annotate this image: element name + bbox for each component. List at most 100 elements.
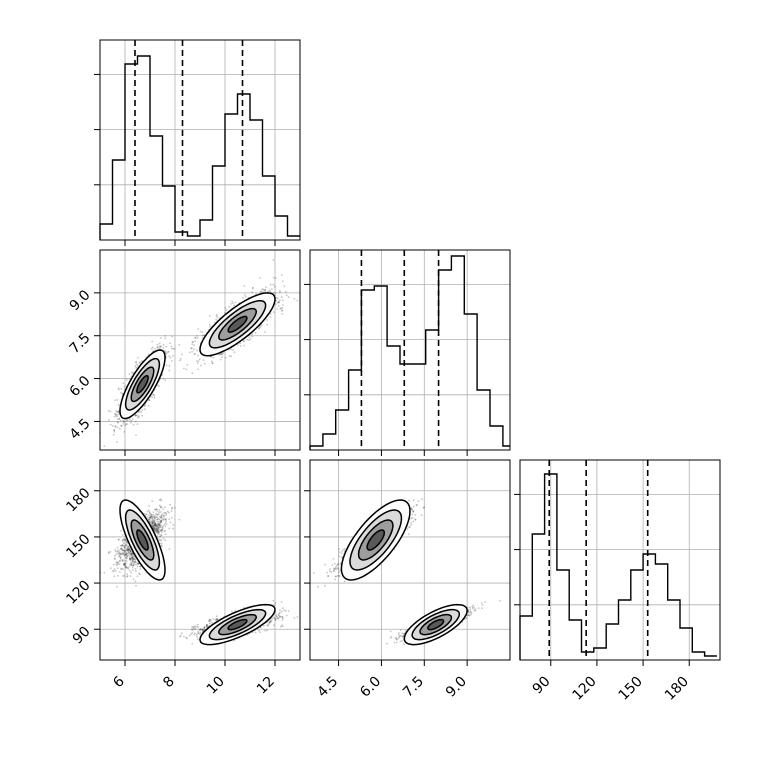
panel-1-0-sample-point: [211, 361, 213, 363]
panel-2-0-sample-point: [114, 568, 116, 570]
panel-1-0-sample-point: [183, 368, 185, 370]
panel-1-0-sample-point: [151, 348, 153, 350]
panel-1-0-sample-point: [196, 360, 198, 362]
panel-2-0-sample-point: [211, 622, 213, 624]
panel-1-0-sample-point: [251, 333, 253, 335]
panel-2-0-sample-point: [117, 567, 119, 569]
panel-1-0-sample-point: [141, 415, 143, 417]
panel-2-0-sample-point: [200, 632, 202, 634]
panel-2-0-sample-point: [130, 550, 132, 552]
panel-1-0-sample-point: [108, 410, 110, 412]
panel-1-0-sample-point: [231, 301, 233, 303]
panel-1-0-sample-point: [153, 395, 155, 397]
panel-1-0-sample-point: [286, 294, 288, 296]
panel-2-0-sample-point: [163, 538, 165, 540]
panel-1-0-sample-point: [186, 364, 188, 366]
panel-2-0-sample-point: [165, 519, 167, 521]
panel-2-0-sample-point: [162, 527, 164, 529]
panel-1-0-sample-point: [269, 290, 271, 292]
panel-1-0-sample-point: [202, 331, 204, 333]
panel-2-0-sample-point: [165, 521, 167, 523]
panel-1-0-sample-point: [283, 285, 285, 287]
panel-1-0-sample-point: [117, 427, 119, 429]
panel-2-0-sample-point: [120, 558, 122, 560]
panel-2-0-sample-point: [156, 529, 158, 531]
panel-1-0-sample-point: [132, 373, 134, 375]
panel-2-0-sample-point: [147, 511, 149, 513]
panel-1-0-sample-point: [116, 441, 118, 443]
panel-2-0-sample-point: [156, 527, 158, 529]
panel-1-0-sample-point: [221, 356, 223, 358]
panel-2-0-sample-point: [133, 556, 135, 558]
panel-1-0-sample-point: [252, 287, 254, 289]
panel-1-0-sample-point: [164, 380, 166, 382]
panel-1-0-samples: [99, 259, 298, 447]
panel-2-0-sample-point: [279, 609, 281, 611]
panel-2-0-sample-point: [126, 541, 128, 543]
panel-1-0-sample-point: [282, 299, 284, 301]
panel-2-0-sample-point: [124, 553, 126, 555]
panel-1-0-sample-point: [220, 353, 222, 355]
panel-1-0-sample-point: [229, 355, 231, 357]
panel-1-0-sample-point: [141, 360, 143, 362]
panel-1-0-sample-point: [282, 307, 284, 309]
panel-1-0-sample-point: [181, 354, 183, 356]
panel-2-0-sample-point: [161, 507, 163, 509]
panel-2-0-sample-point: [116, 553, 118, 555]
panel-1-0-sample-point: [160, 337, 162, 339]
panel-2-0-sample-point: [126, 557, 128, 559]
panel-2-0-sample-point: [154, 518, 156, 520]
panel-2-0-sample-point: [151, 518, 153, 520]
panel-1-0-sample-point: [169, 365, 171, 367]
panel-2-0-sample-point: [124, 564, 126, 566]
panel-1-0-sample-point: [169, 342, 171, 344]
panel-1-0-sample-point: [243, 340, 245, 342]
panel-2-0-sample-point: [148, 515, 150, 517]
panel-1-0-sample-point: [266, 319, 268, 321]
panel-1-0-sample-point: [142, 409, 144, 411]
panel-1-0-sample-point: [185, 369, 187, 371]
panel-2-0-sample-point: [171, 508, 173, 510]
panel-1-0-sample-point: [157, 346, 159, 348]
panel-2-0-sample-point: [126, 573, 128, 575]
panel-1-0-sample-point: [230, 348, 232, 350]
panel-2-0-sample-point: [130, 575, 132, 577]
panel-2-0-sample-point: [148, 505, 150, 507]
panel-1-0-sample-point: [215, 319, 217, 321]
panel-2-0-sample-point: [160, 522, 162, 524]
panel-2-0-sample-point: [165, 533, 167, 535]
panel-2-0-sample-point: [216, 615, 218, 617]
panel-1-0-sample-point: [269, 316, 271, 318]
panel-2-0-sample-point: [158, 511, 160, 513]
panel-2-0-sample-point: [119, 571, 121, 573]
panel-2-0-sample-point: [119, 556, 121, 558]
panel-1-0-sample-point: [170, 357, 172, 359]
panel-2-0-sample-point: [154, 519, 156, 521]
panel-1-0-sample-point: [242, 297, 244, 299]
panel-2-0-sample-point: [171, 510, 173, 512]
panel-2-0-sample-point: [130, 572, 132, 574]
panel-1-0-sample-point: [279, 290, 281, 292]
panel-1-0-sample-point: [123, 431, 125, 433]
panel-1-0-sample-point: [216, 315, 218, 317]
panel-1-0-sample-point: [234, 351, 236, 353]
panel-2-0-sample-point: [122, 540, 124, 542]
panel-1-0-sample-point: [281, 310, 283, 312]
panel-1-0-sample-point: [159, 345, 161, 347]
panel-2-0-sample-point: [131, 560, 133, 562]
panel-2-0-sample-point: [135, 568, 137, 570]
panel-1-0-sample-point: [157, 385, 159, 387]
panel-1-0-sample-point: [264, 289, 266, 291]
panel-2-0-sample-point: [159, 536, 161, 538]
panel-2-0-sample-point: [134, 561, 136, 563]
panel-2-0-sample-point: [114, 575, 116, 577]
panel-1-0-sample-point: [212, 362, 214, 364]
panel-2-0-sample-point: [122, 549, 124, 551]
panel-2-0-sample-point: [122, 568, 124, 570]
panel-2-0-sample-point: [156, 521, 158, 523]
panel-1-0-sample-point: [288, 296, 290, 298]
panel-1-0-sample-point: [196, 335, 198, 337]
panel-2-0-sample-point: [172, 528, 174, 530]
panel-1-0-sample-point: [171, 360, 173, 362]
